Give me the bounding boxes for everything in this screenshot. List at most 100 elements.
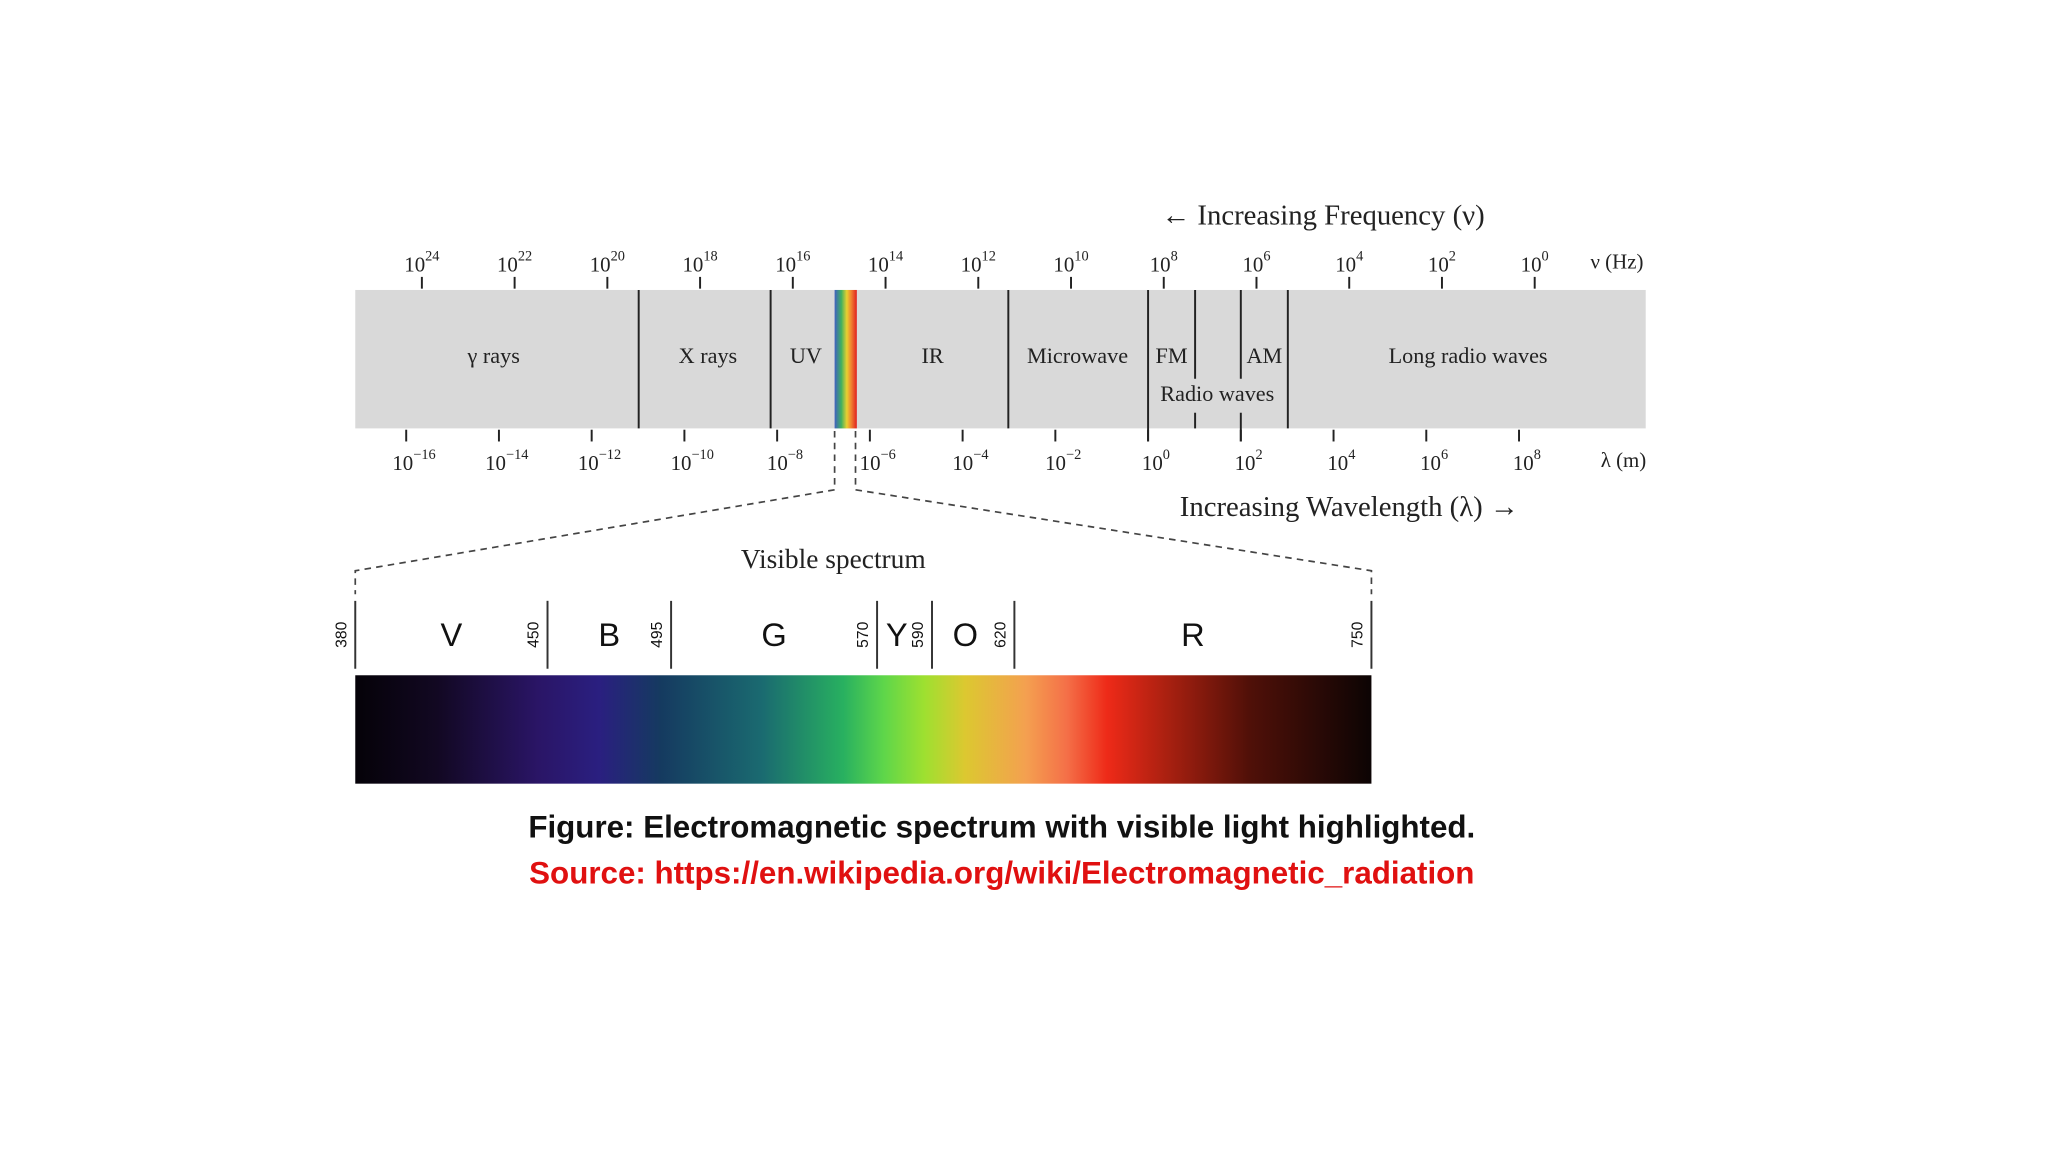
frequency-tick-label: 1018 [682,249,717,277]
wavelength-tick-label: 106 [1420,447,1448,475]
boundary-label: 570 [855,621,872,647]
wavelength-tick-label: 10−2 [1045,447,1081,475]
visible-title: Visible spectrum [741,544,926,574]
frequency-tick-label: 108 [1150,249,1178,277]
frequency-tick-label-base: 10 [775,252,796,276]
band-label: X rays [679,343,738,368]
frequency-tick-label-exponent: 0 [1542,249,1549,265]
wavelength-tick-label: 10−16 [392,447,435,475]
wavelength-tick-label-base: 10 [1142,451,1163,475]
wavelength-tick-label-exponent: −16 [413,447,435,463]
wavelength-tick-label-base: 10 [1420,451,1441,475]
frequency-tick-label-exponent: 16 [796,249,810,265]
frequency-unit: ν (Hz) [1591,250,1644,274]
band-label: IR [921,343,943,368]
wavelength-tick-label-base: 10 [1513,451,1534,475]
wavelength-tick-label-exponent: −8 [788,447,803,463]
wavelength-tick-label-exponent: 2 [1255,447,1262,463]
frequency-tick-label-base: 10 [497,252,518,276]
wavelength-tick-label-base: 10 [1327,451,1348,475]
frequency-tick-label: 1020 [590,249,625,277]
wavelength-tick-label: 10−12 [578,447,621,475]
frequency-tick-label-exponent: 24 [425,249,439,265]
frequency-tick-label-exponent: 18 [703,249,717,265]
frequency-tick-label: 1022 [497,249,532,277]
wavelength-tick-label-base: 10 [860,451,881,475]
wavelength-tick-label-exponent: 8 [1534,447,1541,463]
wavelength-tick-label: 10−10 [671,447,714,475]
wavelength-tick-label: 108 [1513,447,1541,475]
wavelength-unit: λ (m) [1601,448,1647,472]
frequency-tick-label-exponent: 4 [1356,249,1363,265]
color-letter: O [953,616,978,653]
frequency-tick-label-exponent: 6 [1263,249,1270,265]
frequency-tick-label-exponent: 10 [1074,249,1088,265]
frequency-tick-label-base: 10 [1428,252,1449,276]
zoom-lines [354,431,1373,595]
wavelength-tick-label-exponent: 0 [1163,447,1170,463]
visible-gradient [355,675,1372,784]
boundary-label: 590 [910,621,927,647]
frequency-tick-label-exponent: 8 [1171,249,1178,265]
frequency-tick-label-exponent: 12 [982,249,996,265]
wavelength-tick-label-exponent: −6 [881,447,896,463]
wavelength-tick-label-base: 10 [1045,451,1066,475]
frequency-tick-label-exponent: 22 [518,249,532,265]
frequency-tick-label: 1012 [961,249,996,277]
caption: Figure: Electromagnetic spectrum with vi… [528,810,1475,845]
wavelength-tick-label-exponent: 6 [1441,447,1448,463]
source: Source: https://en.wikipedia.org/wiki/El… [529,855,1474,890]
wavelength-tick-label-exponent: −2 [1066,447,1081,463]
color-letter: Y [886,616,908,653]
frequency-tick-label-base: 10 [961,252,982,276]
wavelength-tick-label-exponent: −10 [691,447,713,463]
frequency-tick-label: 1014 [868,249,903,277]
frequency-tick-label: 1016 [775,249,810,277]
wavelength-header: Increasing Wavelength (λ) → [1180,491,1519,523]
frequency-tick-label: 104 [1335,249,1363,277]
frequency-tick-label-exponent: 20 [611,249,625,265]
frequency-tick-label-base: 10 [868,252,889,276]
frequency-tick-label-base: 10 [682,252,703,276]
wavelength-tick-label-exponent: −12 [599,447,621,463]
frequency-tick-label: 1010 [1053,249,1088,277]
frequency-tick-label: 100 [1521,249,1549,277]
color-letter: B [598,616,620,653]
frequency-tick-label: 106 [1242,249,1270,277]
frequency-tick-label-exponent: 2 [1449,249,1456,265]
radio-label: Radio waves [1160,381,1274,406]
wavelength-tick-label-base: 10 [578,451,599,475]
boundary-label: 750 [1350,621,1367,647]
boundary-label: 450 [526,621,543,647]
wavelength-tick-label: 100 [1142,447,1170,475]
wavelength-tick-label-exponent: −4 [973,447,988,463]
frequency-tick-label-base: 10 [1335,252,1356,276]
wavelength-tick-label: 104 [1327,447,1355,475]
frequency-tick-label-base: 10 [1242,252,1263,276]
frequency-tick-label: 102 [1428,249,1456,277]
wavelength-tick-label: 10−14 [485,447,528,475]
wavelength-tick-label-base: 10 [671,451,692,475]
frequency-tick-label-base: 10 [1053,252,1074,276]
visible-strip [834,289,857,429]
spectrum-bar [355,289,1646,429]
band-label: AM [1246,343,1282,368]
frequency-tick-label-exponent: 14 [889,249,903,265]
boundary-label: 620 [992,621,1009,647]
band-label: γ rays [467,343,520,368]
wavelength-tick-label-base: 10 [392,451,413,475]
wavelength-tick-label: 10−6 [860,447,896,475]
wavelength-tick-label-base: 10 [767,451,788,475]
band-dividers [637,289,1289,442]
frequency-header: ← Increasing Frequency (ν) [1162,200,1485,232]
frequency-tick-label-base: 10 [404,252,425,276]
frequency-tick-label-base: 10 [590,252,611,276]
wavelength-tick-label-base: 10 [952,451,973,475]
band-label: Long radio waves [1389,343,1548,368]
wavelength-tick-label: 10−4 [952,447,988,475]
wavelength-tick-label-base: 10 [485,451,506,475]
wavelength-tick-label: 10−8 [767,447,803,475]
boundary-label: 495 [649,621,666,647]
wavelength-tick-label: 102 [1235,447,1263,475]
